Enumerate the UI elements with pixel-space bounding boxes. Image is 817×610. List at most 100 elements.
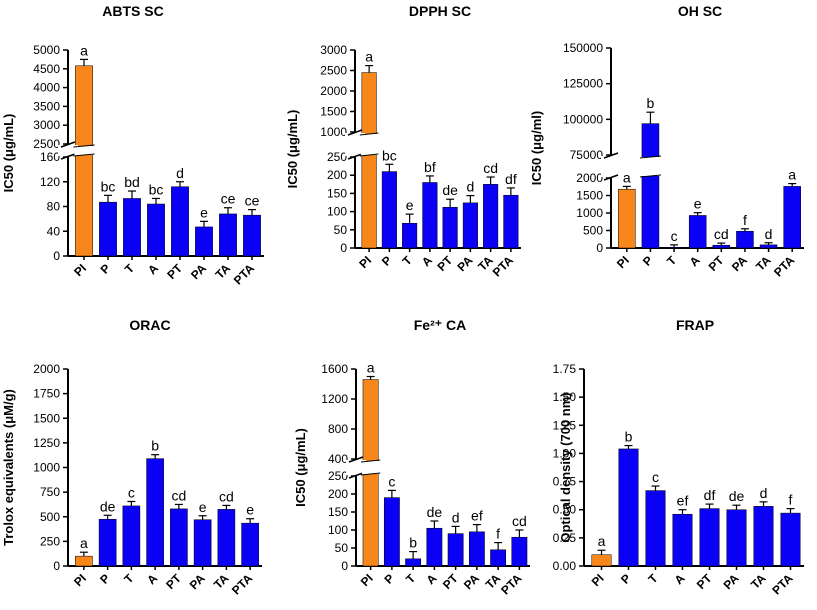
- y-axis-label: Optical density (700 nm): [558, 392, 573, 542]
- significance-letter: a: [80, 535, 88, 551]
- significance-letter: b: [625, 429, 633, 445]
- significance-letter: a: [80, 42, 88, 58]
- y-tick-label: 800: [328, 422, 348, 436]
- bar-pt: [171, 186, 189, 257]
- significance-letter: de: [729, 488, 745, 504]
- y-tick-label: 400: [328, 452, 348, 466]
- bar-pa: [195, 226, 213, 257]
- y-tick-label: 160: [40, 150, 60, 164]
- significance-letter: a: [367, 360, 375, 376]
- x-tick-label: PTA: [229, 571, 255, 597]
- axis-break-mark: [347, 153, 363, 160]
- y-tick-label: 1750: [33, 387, 60, 401]
- x-tick-label: T: [400, 253, 416, 269]
- bar-p: [381, 171, 397, 249]
- bar-pt: [699, 508, 720, 567]
- bar-break-gap: [360, 134, 378, 155]
- y-tick-label: 50: [335, 541, 349, 555]
- y-tick-label: 250: [328, 469, 348, 483]
- y-tick-label: 1000: [576, 206, 603, 220]
- y-tick-label: 2000: [320, 84, 347, 98]
- x-tick-label: A: [144, 571, 160, 587]
- bar-pta: [780, 512, 801, 567]
- y-tick-label: 1.00: [553, 446, 577, 460]
- y-axis-label: IC50 (μg/mL): [293, 428, 308, 507]
- significance-letter: a: [623, 169, 631, 185]
- y-axis-label: IC50 (μg/ml): [529, 111, 544, 185]
- bar-break-mark: [639, 155, 661, 159]
- bar-pta: [243, 214, 261, 257]
- y-tick-label: 1000: [320, 125, 347, 139]
- bar-t: [402, 222, 418, 249]
- x-tick-label: TA: [213, 261, 234, 282]
- bar-t: [665, 247, 683, 249]
- bar-break-gap: [640, 157, 660, 176]
- y-tick-label: 50: [334, 223, 348, 237]
- x-tick-label: A: [687, 253, 703, 269]
- x-tick-label: PA: [188, 261, 209, 282]
- y-tick-label: 1.50: [553, 390, 577, 404]
- bar-pt: [442, 206, 458, 249]
- y-tick-label: 0: [340, 241, 347, 255]
- chart-dpph: DPPH SC IC50 (μg/mL) 0 50 100 150 200 250 1000 15…: [285, 3, 521, 279]
- y-tick-label: 0: [53, 249, 60, 263]
- significance-letter: d: [176, 165, 184, 181]
- x-tick-label: PI: [614, 253, 632, 271]
- y-tick-label: 1500: [576, 189, 603, 203]
- bar-a: [422, 182, 438, 249]
- bar-pa: [726, 509, 747, 567]
- bar-break-mark: [359, 132, 379, 136]
- significance-letter: bc: [382, 147, 397, 163]
- significance-letter: c: [671, 228, 678, 244]
- y-tick-label: 3000: [320, 43, 347, 57]
- bar-pt: [170, 508, 188, 567]
- axis-break-gap: [346, 460, 366, 475]
- bar-a: [147, 203, 165, 257]
- y-tick-label: 5000: [33, 43, 60, 57]
- bar-p: [99, 201, 117, 257]
- x-tick-label: PA: [721, 571, 742, 592]
- bar-p: [618, 448, 639, 567]
- significance-letter: b: [151, 438, 159, 454]
- significance-letter: ef: [677, 493, 689, 509]
- significance-letter: bc: [101, 178, 116, 194]
- y-axis-label: Trolox equivalents (μM/g): [1, 389, 16, 546]
- bar-t: [645, 490, 666, 567]
- y-tick-label: 0.00: [553, 559, 577, 573]
- axis-break-mark: [347, 129, 363, 136]
- y-tick-label: 100000: [563, 112, 603, 126]
- bar-t: [123, 198, 141, 257]
- axis-break-mark: [348, 472, 364, 479]
- x-tick-label: A: [423, 571, 439, 587]
- x-tick-label: P: [381, 571, 397, 587]
- bar-pa: [462, 202, 478, 249]
- x-tick-label: PTA: [498, 571, 524, 597]
- x-tick-label: T: [646, 571, 662, 587]
- bar-pt: [447, 533, 464, 567]
- bar-pta: [241, 522, 259, 567]
- significance-letter: e: [406, 197, 414, 213]
- y-tick-label: 750: [40, 485, 60, 499]
- bar-break-gap: [74, 146, 94, 155]
- y-tick-label: 2500: [33, 137, 60, 151]
- y-tick-label: 0: [53, 559, 60, 573]
- axis-break-gap: [345, 133, 365, 156]
- y-axis-label: IC50 (μg/mL): [1, 114, 16, 193]
- bar-ta: [490, 549, 507, 567]
- x-tick-label: T: [664, 253, 680, 269]
- bar-pta: [503, 194, 519, 249]
- bar-pi: [75, 555, 93, 567]
- significance-letter: d: [452, 509, 460, 525]
- axis-break-mark: [60, 153, 76, 160]
- x-tick-label: PI: [71, 261, 89, 279]
- chart-orac: ORAC Trolox equivalents (μM/g) 0 250 500 750 1…: [1, 317, 262, 597]
- y-tick-label: 1250: [33, 436, 60, 450]
- y-tick-label: 100: [328, 523, 348, 537]
- bar-a: [426, 527, 443, 567]
- bar-pa: [468, 531, 485, 567]
- x-tick-label: A: [672, 571, 688, 587]
- x-tick-label: PI: [589, 571, 607, 589]
- y-tick-label: 4500: [33, 62, 60, 76]
- y-tick-label: 80: [47, 200, 61, 214]
